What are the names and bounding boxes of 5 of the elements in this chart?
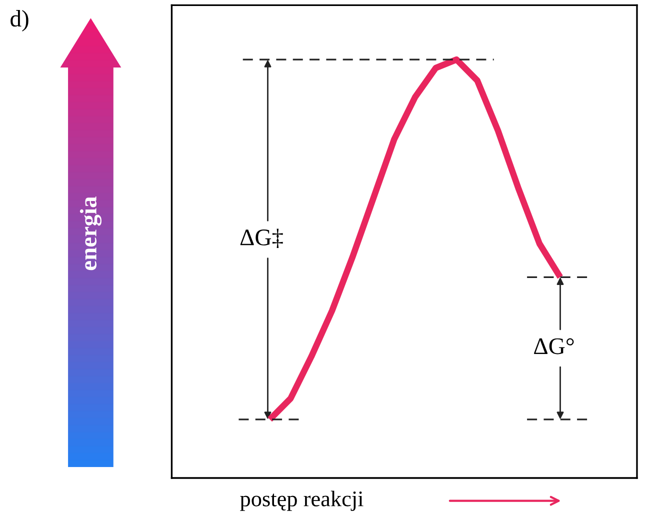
text: d) — [10, 10, 28, 32]
annotation: ΔG‡ — [240, 228, 283, 248]
text: energia — [80, 196, 102, 270]
x-axis-title: postęp reakcji — [240, 490, 364, 511]
annotation: ΔG° — [534, 338, 574, 354]
